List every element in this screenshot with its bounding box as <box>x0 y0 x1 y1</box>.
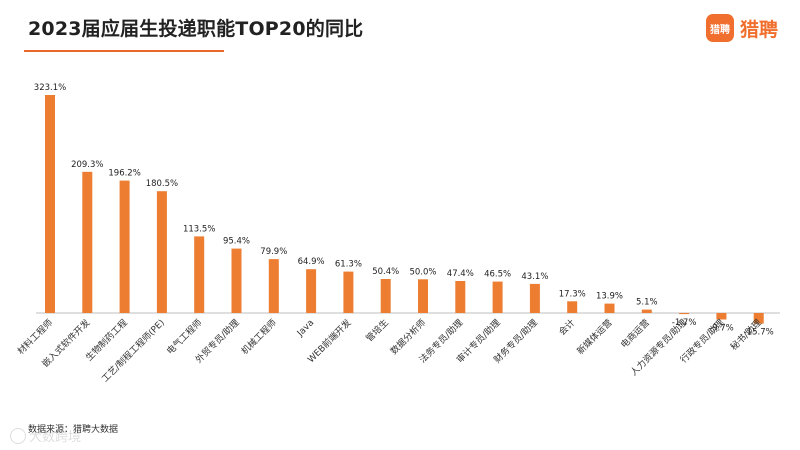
data-label-10: 50.0% <box>409 267 436 277</box>
data-label-7: 64.9% <box>298 257 325 267</box>
data-label-9: 50.4% <box>372 267 399 277</box>
watermark-icon <box>10 427 26 444</box>
category-label-16: 电商运营 <box>618 317 652 351</box>
watermark: 大数跨境 <box>10 426 81 445</box>
bar-13 <box>529 283 540 313</box>
bar-19 <box>753 313 764 324</box>
bar-1 <box>82 171 93 313</box>
bar-4 <box>194 236 205 313</box>
bar-14 <box>567 301 578 313</box>
bar-15 <box>604 303 615 313</box>
data-label-6: 79.9% <box>260 247 287 257</box>
category-label-6: 机械工程师 <box>239 317 279 357</box>
category-label-0: 材料工程师 <box>15 317 55 357</box>
data-label-0: 323.1% <box>34 83 66 93</box>
bar-18 <box>716 313 727 320</box>
title-underline <box>24 50 224 52</box>
data-label-5: 95.4% <box>223 237 250 247</box>
data-label-3: 180.5% <box>146 179 178 189</box>
bar-9 <box>380 279 391 313</box>
bar-2 <box>119 180 130 313</box>
category-label-4: 电气工程师 <box>164 317 204 357</box>
liepin-logo-icon: 猎聘 <box>705 14 734 42</box>
bar-7 <box>306 269 317 313</box>
bar-0 <box>45 95 55 313</box>
category-label-14: 会计 <box>556 317 577 338</box>
page-title: 2023届应届生投递职能TOP20的同比 <box>28 18 364 40</box>
watermark-text: 大数跨境 <box>29 430 82 445</box>
data-source: 数据来源：猎聘大数据 <box>28 425 119 435</box>
data-label-15: 13.9% <box>596 292 623 302</box>
data-label-14: 17.3% <box>559 289 586 299</box>
data-label-18: -9.7% <box>709 324 734 334</box>
bar-3 <box>156 191 167 313</box>
data-label-4: 113.5% <box>183 224 215 234</box>
bar-16 <box>641 309 652 313</box>
data-label-1: 209.3% <box>71 160 103 170</box>
bar-8 <box>343 271 354 313</box>
category-label-10: 数据分析师 <box>388 317 428 357</box>
brand-name: 猎聘 <box>739 18 778 41</box>
category-label-9: 管培生 <box>363 317 391 345</box>
data-label-19: -15.7% <box>744 328 774 338</box>
brand-logo: 猎聘 猎聘 <box>705 14 778 42</box>
data-label-12: 46.5% <box>484 270 511 280</box>
category-label-3: 工艺/制程工程师(PE) <box>99 317 167 385</box>
data-label-13: 43.1% <box>521 272 548 282</box>
category-label-7: Java <box>295 318 316 339</box>
data-label-11: 47.4% <box>447 269 474 279</box>
bar-6 <box>268 259 279 313</box>
bar-12 <box>492 281 503 313</box>
bar-5 <box>231 248 242 313</box>
data-label-17: -1.7% <box>672 318 697 328</box>
category-label-15: 新媒体运营 <box>574 317 614 357</box>
bar-11 <box>455 281 466 313</box>
bar-10 <box>418 279 428 313</box>
data-label-2: 196.2% <box>108 169 140 179</box>
bar-17 <box>679 313 690 315</box>
data-label-8: 61.3% <box>335 260 362 270</box>
data-label-16: 5.1% <box>636 298 658 308</box>
